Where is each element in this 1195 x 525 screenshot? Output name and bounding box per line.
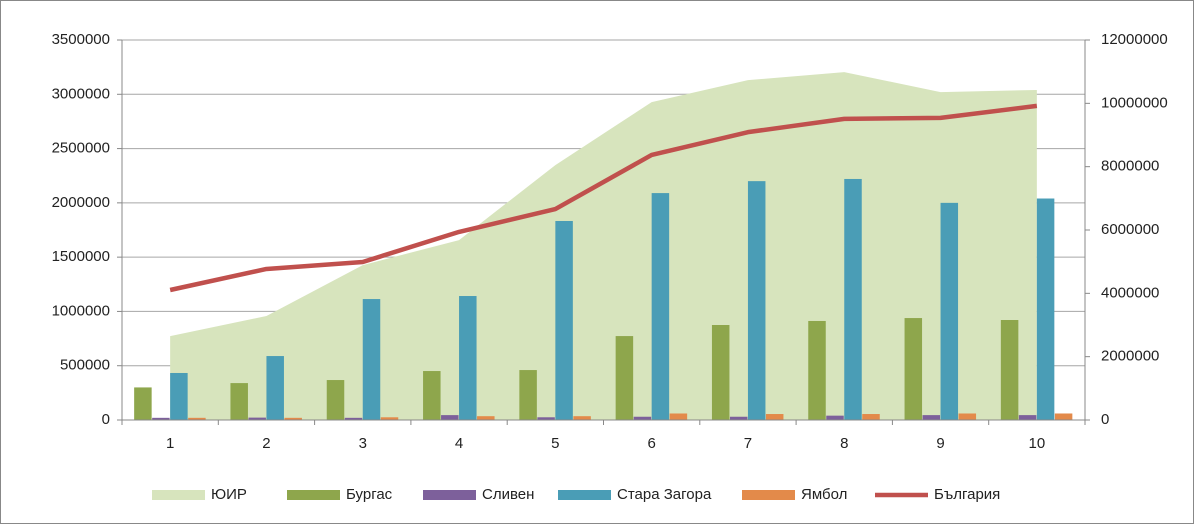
- y2-tick-label: 4000000: [1101, 284, 1159, 301]
- y2-tick-label: 2000000: [1101, 348, 1159, 365]
- bar: [747, 181, 766, 420]
- bar: [904, 318, 923, 420]
- legend-marker: [423, 490, 476, 500]
- y-tick-label: 3500000: [52, 31, 110, 48]
- bar: [326, 380, 345, 420]
- bar: [1054, 413, 1073, 420]
- x-tick-label: 2: [262, 435, 270, 452]
- bar: [477, 416, 495, 420]
- bar: [266, 356, 284, 420]
- line: [169, 103, 1038, 293]
- y2-tick-label: 10000000: [1101, 94, 1168, 111]
- bar: [844, 178, 862, 420]
- bar: [459, 296, 477, 420]
- x-tick-label: 8: [840, 435, 848, 452]
- x-tick-label: 6: [647, 435, 655, 452]
- bar: [729, 416, 748, 420]
- legend-label: Ямбол: [801, 486, 847, 503]
- bar: [651, 193, 670, 420]
- legend-marker: [152, 490, 205, 500]
- bar: [170, 372, 188, 420]
- y2-tick-label: 12000000: [1101, 31, 1168, 48]
- bar: [573, 416, 591, 420]
- x-tick-label: 5: [551, 435, 559, 452]
- x-tick-label: 9: [936, 435, 944, 452]
- bar: [519, 370, 537, 420]
- legend-marker: [742, 490, 795, 500]
- bar: [423, 371, 441, 420]
- bar: [230, 383, 248, 420]
- bar: [134, 387, 152, 420]
- legend-label: ЮИР: [211, 486, 247, 503]
- bar: [362, 299, 381, 420]
- bar: [1018, 415, 1037, 420]
- legend-marker: [558, 490, 611, 500]
- bar: [922, 415, 941, 420]
- y-tick-label: 2500000: [52, 140, 110, 157]
- bar: [537, 417, 555, 420]
- bar: [380, 417, 399, 420]
- bar: [441, 415, 459, 420]
- y-tick-label: 500000: [60, 357, 110, 374]
- legend-label: Сливен: [482, 486, 534, 503]
- x-tick-label: 1: [166, 435, 174, 452]
- x-tick-label: 3: [359, 435, 367, 452]
- bar: [633, 416, 652, 420]
- bar: [555, 220, 573, 420]
- bar: [1036, 198, 1055, 420]
- y2-tick-label: 6000000: [1101, 221, 1159, 238]
- bar: [765, 414, 784, 420]
- bar: [152, 417, 170, 420]
- bar: [711, 325, 730, 420]
- bar: [284, 417, 302, 420]
- bar: [344, 417, 363, 420]
- y-tick-label: 1500000: [52, 248, 110, 265]
- y-tick-label: 1000000: [52, 302, 110, 319]
- bar: [615, 336, 634, 420]
- y2-tick-label: 8000000: [1101, 158, 1159, 175]
- x-tick-label: 4: [455, 435, 463, 452]
- x-tick-label: 10: [1029, 435, 1046, 452]
- bar: [958, 413, 977, 420]
- legend-marker: [287, 490, 340, 500]
- bar: [940, 202, 959, 420]
- bar: [669, 413, 688, 420]
- legend-label: Бургас: [346, 486, 393, 503]
- bar: [808, 320, 826, 420]
- legend-label: България: [934, 486, 1000, 503]
- y2-tick-label: 0: [1101, 411, 1109, 428]
- y-tick-label: 2000000: [52, 194, 110, 211]
- bar: [1000, 320, 1019, 420]
- legend-label: Стара Загора: [617, 486, 712, 503]
- bar: [826, 415, 844, 420]
- bar: [188, 417, 206, 420]
- bar: [862, 414, 880, 420]
- x-tick-label: 7: [744, 435, 752, 452]
- y-tick-label: 0: [102, 411, 110, 428]
- bar: [248, 417, 266, 420]
- y-tick-label: 3000000: [52, 85, 110, 102]
